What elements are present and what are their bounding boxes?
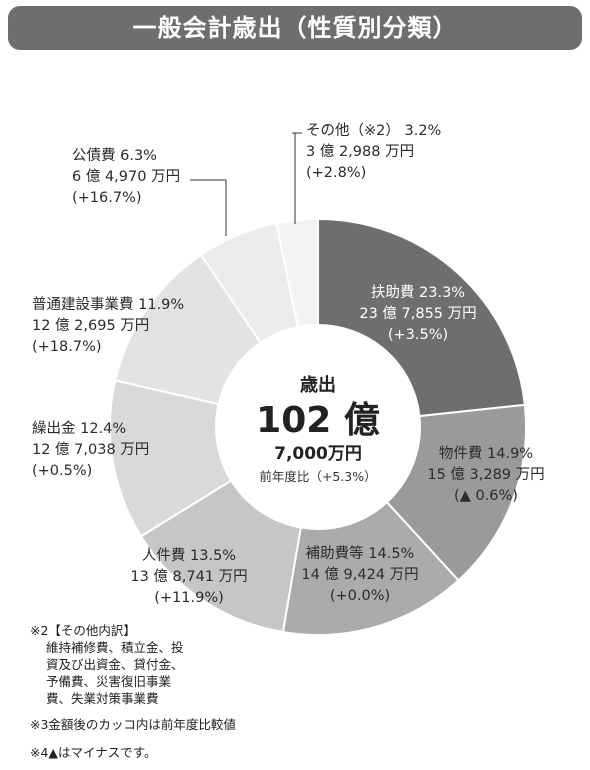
slice-label-change: (+3.5%) [388,327,448,343]
note-3: ※3金額後のカッコ内は前年度比較値 [30,717,236,732]
slice-label-name: その他（※2） 3.2% [306,122,441,139]
slice-label-amount: 3 億 2,988 万円 [306,143,414,160]
slice-label-amount: 23 億 7,855 万円 [359,305,476,322]
slice-label-amount: 15 億 3,289 万円 [427,466,544,483]
slice-label-name: 扶助費 23.3% [371,284,465,301]
slice-label-amount: 12 億 7,038 万円 [32,441,149,458]
slice-label-change: (+0.5%) [32,463,92,479]
slice-label-change: (▲ 0.6%) [454,488,518,504]
slice-label-change: (+16.7%) [72,190,142,206]
slice-label-change: (+18.7%) [32,339,102,355]
note-2-line: 費、失業対策事業費 [46,691,159,706]
slice-label-name: 補助費等 14.5% [306,544,415,562]
pie-slice [317,217,526,418]
slice-label-change: (+0.0%) [330,588,390,604]
note-2-title: ※2【その他内訳】 [30,623,136,638]
slice-label-name: 物件費 14.9% [439,445,533,462]
slice-label-name: 繰出金 12.4% [32,420,126,437]
pie-slice [275,217,319,329]
slice-label-change: (+11.9%) [154,590,224,606]
note-2-line: 維持補修費、積立金、投 [46,640,184,655]
pie-slice [385,403,527,582]
note-4: ※4▲はマイナスです。 [30,745,157,760]
slice-label-name: 人件費 13.5% [142,547,236,564]
note-2-line: 予備費、災害復旧事業 [46,674,172,689]
slice-label-amount: 13 億 8,741 万円 [130,568,247,585]
center-ratio: 前年度比（+5.3%） [259,469,376,484]
slice-label-name: 普通建設事業費 11.9% [32,296,184,313]
slice-label-name: 公債費 6.3% [72,147,157,164]
center-total-sub: 7,000万円 [274,444,362,464]
center-label: 歳出 [300,374,336,396]
slice-label-change: (+2.8%) [306,165,366,181]
slice-label-amount: 6 億 4,970 万円 [72,168,180,185]
center-total-big: 102 億 [256,400,380,441]
chart-title: 一般会計歳出（性質別分類） [132,14,458,42]
slice-label-amount: 12 億 2,695 万円 [32,317,149,334]
title-bar: 一般会計歳出（性質別分類） [8,6,582,50]
leader-line-other [292,132,302,224]
note-2: ※2【その他内訳】 維持補修費、積立金、投 資及び出資金、貸付金、 予備費、災害… [30,622,184,707]
slice-label-amount: 14 億 9,424 万円 [301,566,418,583]
leader-line-debt [190,179,227,236]
note-2-line: 資及び出資金、貸付金、 [46,657,184,672]
